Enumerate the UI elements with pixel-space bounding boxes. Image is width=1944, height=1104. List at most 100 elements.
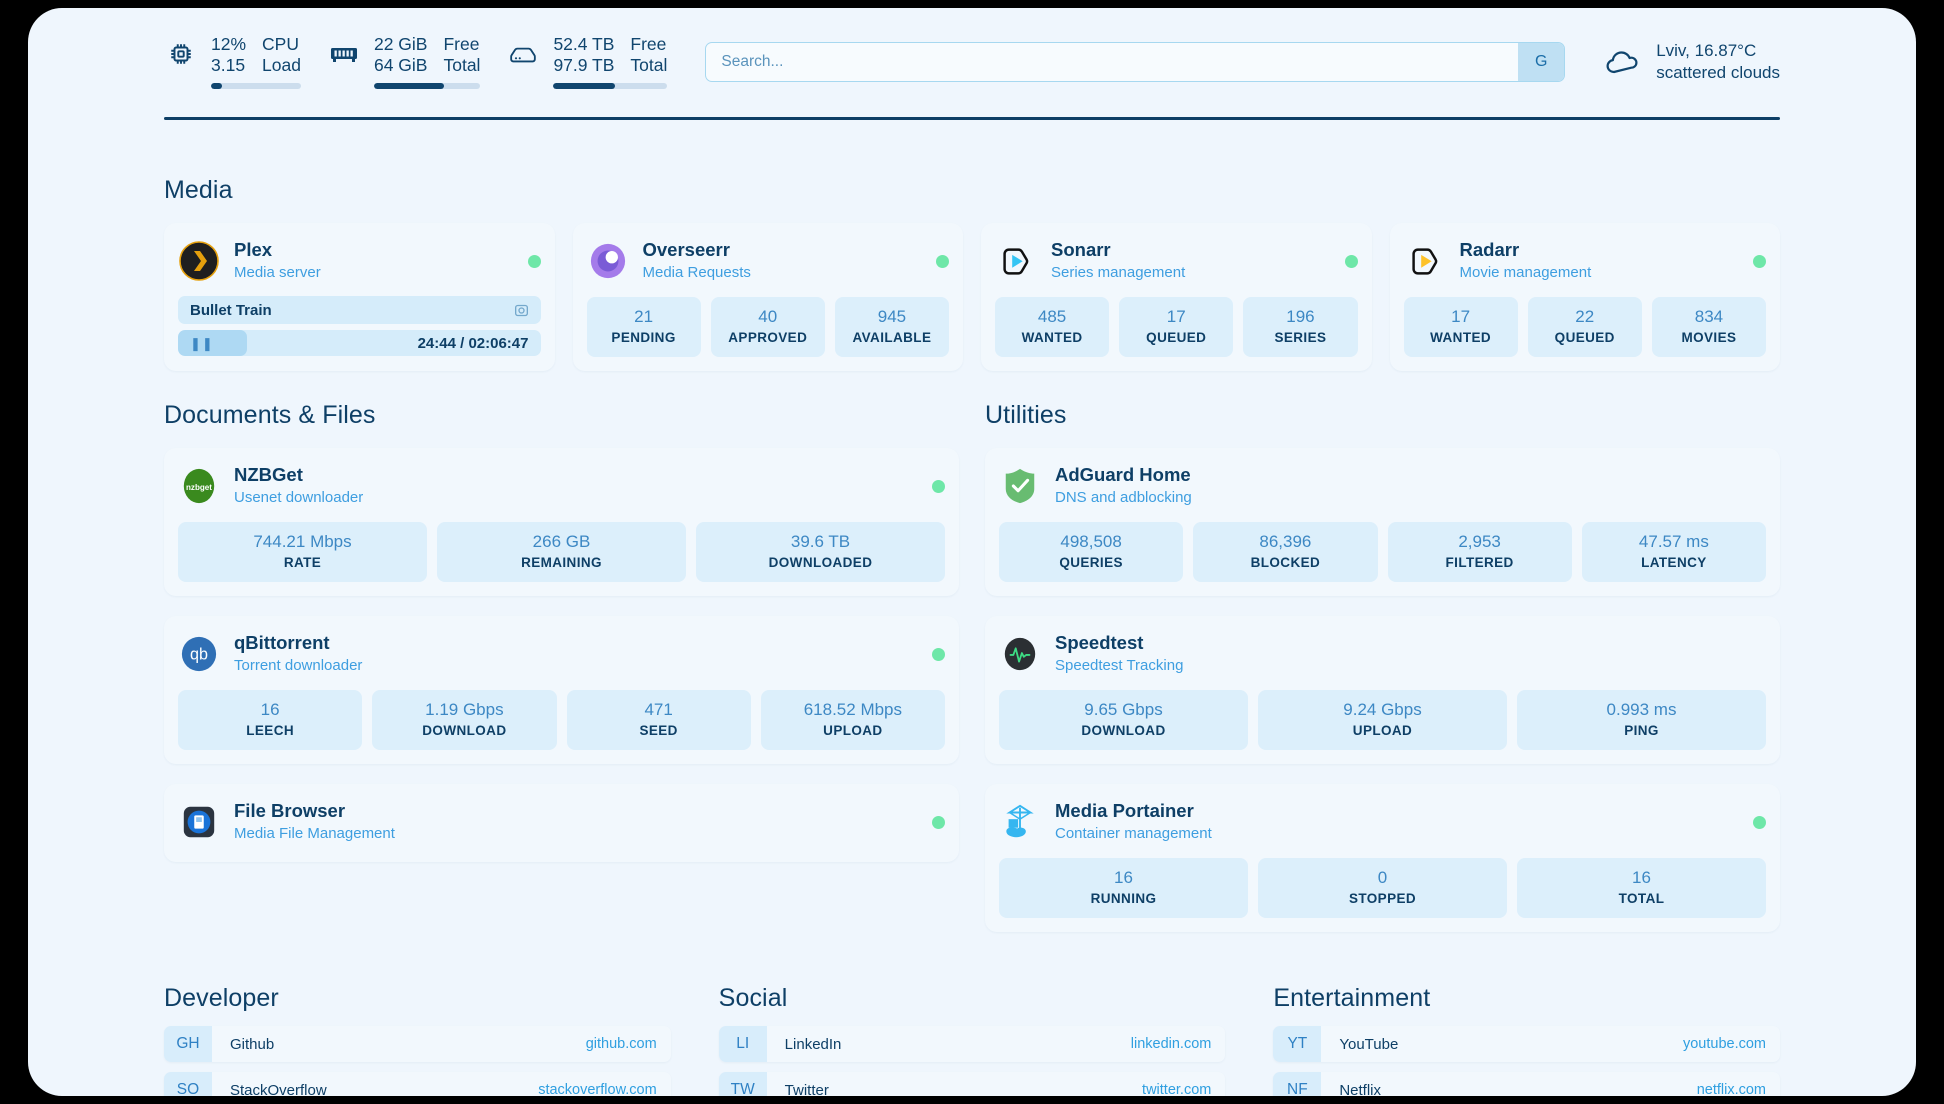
status-badge-qbittorrent — [932, 647, 945, 661]
stat-box: 40 APPROVED — [710, 297, 825, 357]
cast-icon[interactable] — [514, 303, 529, 318]
sonarr-sub: Series management — [1051, 264, 1186, 281]
stat-box: 498,508 QUERIES — [999, 522, 1184, 582]
overseerr-icon — [587, 240, 629, 282]
cpu-usage-bar — [211, 83, 301, 89]
pause-icon[interactable]: ❚❚ — [190, 335, 214, 351]
stat-value: 86,396 — [1259, 532, 1312, 551]
bookmark-group-title: Developer — [164, 984, 279, 1012]
bookmark-url[interactable]: stackoverflow.com — [538, 1082, 657, 1096]
bookmark-item-twitter[interactable]: TW Twitter twitter.com — [718, 1072, 1226, 1097]
memory-label-2: Total — [443, 55, 481, 75]
bookmark-url[interactable]: netflix.com — [1696, 1082, 1767, 1096]
top-bar: 12% 3.15 CPU Load — [164, 8, 1780, 89]
bookmark-url[interactable]: github.com — [585, 1036, 657, 1052]
service-card-plex[interactable]: Plex Media server Bullet Train — [164, 223, 555, 371]
stat-box: 16 RUNNING — [999, 858, 1248, 918]
stat-label: UPLOAD — [823, 723, 883, 738]
portainer-name: Media Portainer — [1055, 800, 1194, 821]
stat-value: 834 — [1694, 307, 1724, 326]
stat-label: DOWNLOAD — [1081, 723, 1166, 738]
service-card-filebrowser[interactable]: File Browser Media File Management — [164, 784, 959, 862]
cpu-value-1: 12% — [211, 34, 247, 54]
stat-box: 22 QUEUED — [1527, 297, 1642, 357]
service-card-overseerr[interactable]: Overseerr Media Requests 21 PENDING 40 A… — [572, 223, 963, 371]
weather-widget: Lviv, 16.87°C scattered clouds — [1603, 40, 1780, 84]
service-card-adguard[interactable]: AdGuard Home DNS and adblocking 498,508 … — [985, 448, 1780, 596]
service-card-sonarr[interactable]: Sonarr Series management 485 WANTED 17 Q… — [981, 223, 1372, 371]
stat-box: 17 WANTED — [1403, 297, 1518, 357]
bookmark-url[interactable]: twitter.com — [1142, 1082, 1212, 1096]
nzbget-sub: Usenet downloader — [234, 489, 364, 506]
bookmark-item-github[interactable]: GH Github github.com — [164, 1026, 671, 1062]
search-input[interactable] — [706, 42, 1519, 81]
bookmark-name: Twitter — [784, 1081, 829, 1097]
plex-timecode: 24:44 / 02:06:47 — [417, 334, 529, 352]
bookmark-item-linkedin[interactable]: LI LinkedIn linkedin.com — [718, 1026, 1226, 1062]
speedtest-sub: Speedtest Tracking — [1055, 657, 1184, 674]
stat-cpu: 12% 3.15 CPU Load — [164, 34, 301, 89]
disk-usage-bar — [553, 83, 668, 89]
stat-value: 618.52 Mbps — [803, 700, 903, 719]
stat-label: FILTERED — [1445, 555, 1514, 570]
stat-label: MOVIES — [1681, 330, 1737, 345]
disk-label-1: Free — [630, 34, 667, 54]
service-card-nzbget[interactable]: nzbget NZBGet Usenet downloader 744.21 M… — [164, 448, 959, 596]
bookmark-abbr: YT — [1273, 1026, 1322, 1062]
status-badge-sonarr — [1344, 254, 1358, 268]
cpu-label-2: Load — [262, 55, 301, 75]
stat-memory: 22 GiB 64 GiB Free Total — [327, 34, 481, 89]
stat-value: 498,508 — [1060, 532, 1122, 551]
stat-label: UPLOAD — [1352, 723, 1413, 738]
memory-value-1: 22 GiB — [373, 34, 428, 54]
bookmarks-area: Developer GH Github github.com SO StackO… — [164, 984, 1781, 1097]
stat-value: 39.6 TB — [790, 532, 851, 551]
radarr-name: Radarr — [1459, 239, 1520, 260]
stat-value: 485 — [1037, 307, 1067, 326]
svg-text:qb: qb — [190, 646, 208, 664]
disk-value-2: 97.9 TB — [553, 55, 615, 75]
bookmark-abbr: TW — [718, 1072, 767, 1096]
stat-label: AVAILABLE — [852, 330, 932, 345]
service-card-radarr[interactable]: Radarr Movie management 17 WANTED 22 QUE… — [1389, 223, 1780, 371]
stat-label: QUEUED — [1146, 330, 1207, 345]
qbittorrent-name: qBittorrent — [234, 632, 330, 653]
stat-box: 2,953 FILTERED — [1387, 522, 1572, 582]
search-area: G — [667, 41, 1603, 82]
status-badge-filebrowser — [932, 815, 945, 829]
stat-value: 744.21 Mbps — [253, 532, 352, 551]
plex-progress-bar[interactable]: ❚❚ 24:44 / 02:06:47 — [178, 330, 541, 356]
documents-section: Documents & Files nzbget NZBGet Usenet d — [164, 401, 959, 932]
stat-box: 16 TOTAL — [1517, 858, 1766, 918]
stat-label: DOWNLOADED — [768, 555, 873, 570]
service-card-qbittorrent[interactable]: qb qBittorrent Torrent downloader 16 LEE… — [164, 616, 959, 764]
bookmark-item-stackoverflow[interactable]: SO StackOverflow stackoverflow.com — [164, 1072, 671, 1096]
service-card-speedtest[interactable]: Speedtest Speedtest Tracking 9.65 Gbps D… — [985, 616, 1780, 764]
stat-label: QUEUED — [1554, 330, 1615, 345]
stat-box: 21 PENDING — [586, 297, 701, 357]
header-divider — [164, 117, 1780, 120]
disk-icon — [506, 34, 540, 74]
stat-box: 0 STOPPED — [1258, 858, 1507, 918]
bookmark-item-netflix[interactable]: NF Netflix netflix.com — [1273, 1072, 1781, 1096]
stat-label: LATENCY — [1641, 555, 1707, 570]
stat-value: 945 — [877, 307, 907, 326]
bookmark-url[interactable]: youtube.com — [1682, 1036, 1767, 1052]
dashboard-page: 12% 3.15 CPU Load — [28, 8, 1916, 1096]
service-card-portainer[interactable]: Media Portainer Container management 16 … — [985, 784, 1780, 932]
stat-box: 266 GB REMAINING — [437, 522, 686, 582]
nzbget-name: NZBGet — [234, 464, 303, 485]
overseerr-name: Overseerr — [642, 239, 730, 260]
search-bar[interactable]: G — [705, 41, 1566, 82]
bookmark-group-title: Entertainment — [1273, 984, 1431, 1012]
plex-now-playing-title: Bullet Train — [190, 301, 272, 319]
stat-box: 196 SERIES — [1243, 297, 1358, 357]
search-engine-button[interactable]: G — [1518, 42, 1565, 81]
status-badge-radarr — [1753, 254, 1766, 268]
bookmark-name: LinkedIn — [784, 1035, 842, 1053]
stat-box: 1.19 Gbps DOWNLOAD — [372, 690, 557, 750]
bookmark-item-youtube[interactable]: YT YouTube youtube.com — [1273, 1026, 1781, 1062]
bookmark-url[interactable]: linkedin.com — [1130, 1036, 1212, 1052]
stat-value: 471 — [644, 700, 673, 719]
plex-now-playing-title-row[interactable]: Bullet Train — [178, 296, 541, 324]
